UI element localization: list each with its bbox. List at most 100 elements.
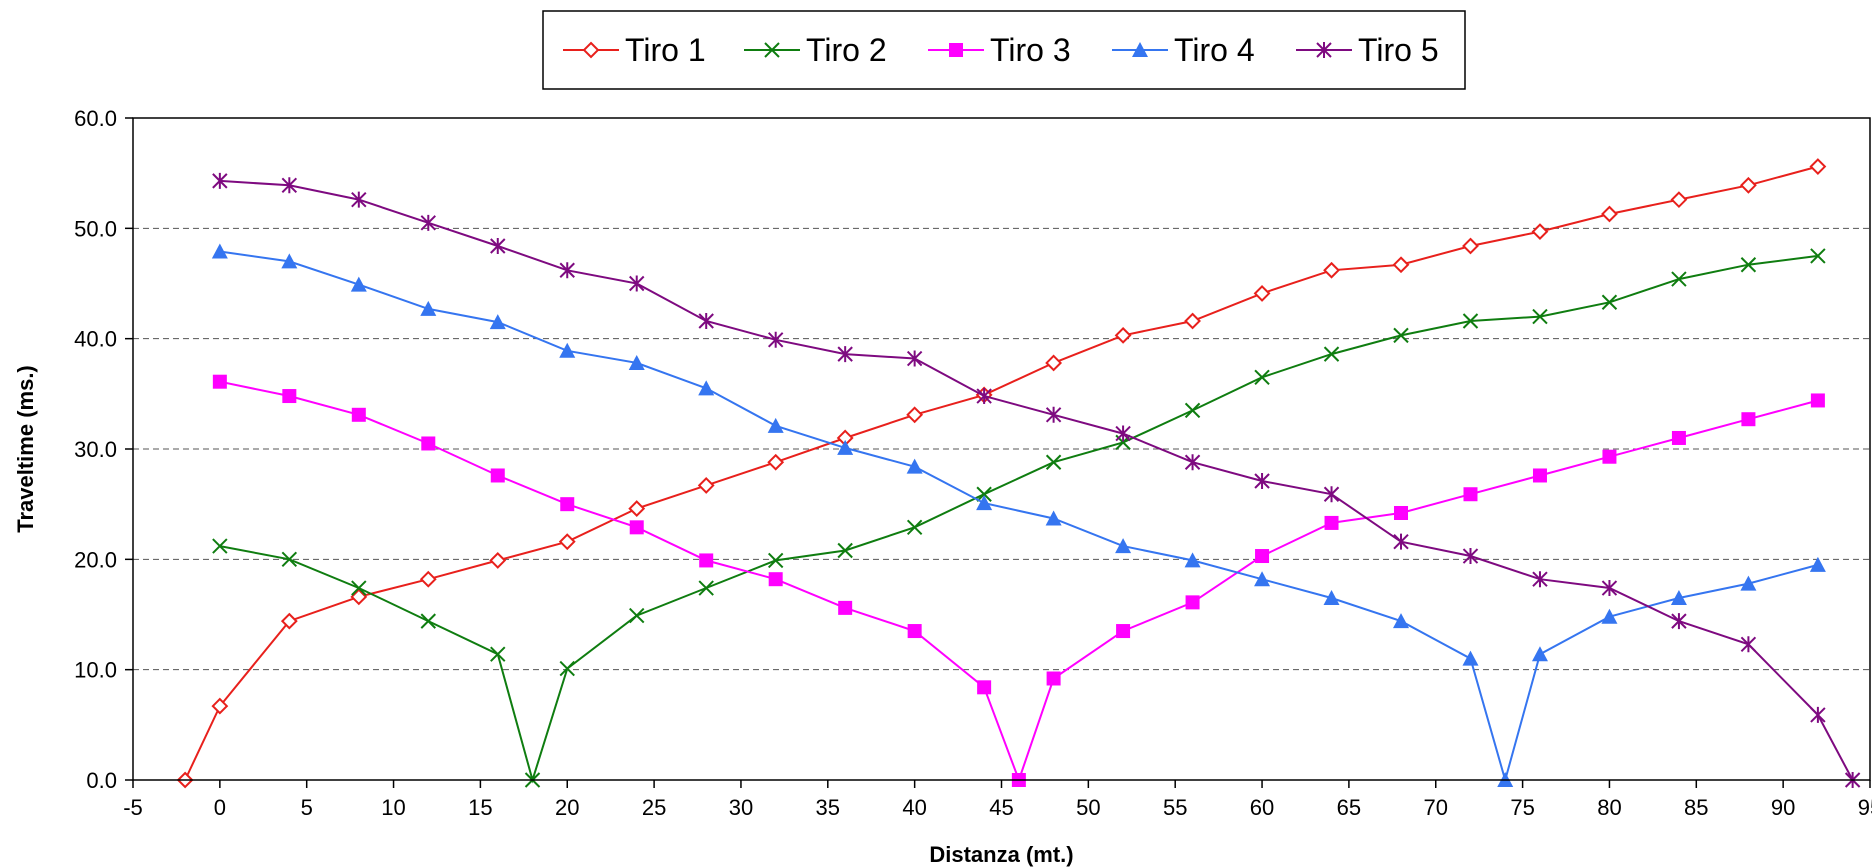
x-tick-label: 45: [989, 795, 1013, 820]
data-point: [490, 646, 506, 662]
data-point: [281, 551, 298, 568]
data-point: [212, 172, 228, 189]
data-point: [1532, 468, 1547, 483]
x-tick-label: 55: [1163, 795, 1187, 820]
data-point: [767, 417, 784, 433]
data-point: [906, 519, 923, 536]
data-point: [1463, 487, 1478, 502]
data-point: [906, 458, 923, 474]
data-point: [837, 439, 854, 455]
data-point: [212, 538, 228, 554]
data-point: [1323, 346, 1340, 362]
legend-label: Tiro 5: [1358, 32, 1439, 68]
data-point: [1324, 515, 1339, 530]
data-point: [1255, 549, 1270, 564]
x-tick-label: 10: [381, 795, 405, 820]
data-point: [212, 374, 227, 389]
data-point: [907, 624, 922, 639]
data-point: [1740, 636, 1757, 653]
data-point: [906, 350, 923, 367]
data-point: [1393, 327, 1409, 344]
legend-item-5: Tiro 5: [1296, 32, 1439, 68]
data-point: [421, 436, 436, 451]
y-tick-label: 0.0: [86, 768, 117, 793]
legend-item-3: Tiro 3: [928, 32, 1071, 68]
data-point: [838, 600, 853, 615]
series-5: [212, 172, 1861, 788]
data-point: [697, 476, 715, 494]
data-point: [1809, 158, 1827, 175]
x-tick-label: 50: [1076, 795, 1100, 820]
axes: 0.0 10.0 20.0 30.0 40.0 50.0 60.0 -5 0 5 10 15 20 25 3…: [74, 106, 1872, 820]
data-point: [420, 613, 436, 629]
data-point: [1184, 402, 1201, 419]
data-point: [1323, 589, 1340, 605]
data-point: [351, 191, 367, 208]
data-point: [420, 214, 436, 231]
data-point: [1323, 261, 1340, 279]
legend-label: Tiro 1: [625, 32, 706, 68]
y-tick-label: 20.0: [74, 547, 117, 572]
data-point: [1116, 624, 1131, 639]
data-point: [767, 331, 784, 348]
x-tick-label: 90: [1771, 795, 1795, 820]
series-line: [219, 179, 1854, 781]
data-point: [629, 275, 645, 292]
data-point: [1740, 575, 1757, 591]
data-point: [559, 262, 575, 279]
data-point: [1601, 294, 1618, 310]
x-tick-label: -5: [123, 795, 143, 820]
series-4: [211, 243, 1826, 787]
data-point: [1184, 552, 1201, 568]
data-point: [629, 520, 644, 535]
data-point: [211, 697, 229, 715]
data-point: [1601, 608, 1618, 624]
data-point: [420, 300, 437, 316]
data-point: [211, 243, 228, 259]
data-point: [837, 542, 853, 559]
data-point: [1809, 556, 1826, 572]
legend-marker: [1132, 42, 1148, 57]
data-point: [1671, 271, 1687, 287]
data-point: [490, 237, 506, 254]
data-point: [1810, 248, 1826, 264]
data-point: [1601, 205, 1618, 223]
data-point: [699, 553, 714, 568]
data-point: [1462, 548, 1479, 565]
data-point: [1254, 571, 1271, 587]
data-point: [906, 406, 924, 424]
x-tick-label: 5: [301, 795, 313, 820]
legend-marker: [764, 42, 780, 58]
data-point: [280, 612, 298, 630]
series-line: [184, 165, 1819, 781]
data-point: [1045, 510, 1062, 526]
data-point: [1810, 706, 1826, 723]
data-point: [560, 497, 575, 512]
data-point: [1740, 257, 1757, 273]
x-tick-label: 80: [1597, 795, 1621, 820]
data-point: [837, 346, 853, 363]
data-point: [350, 588, 368, 606]
data-point: [1462, 237, 1479, 255]
data-point: [1185, 595, 1200, 610]
data-point: [628, 500, 646, 517]
data-point: [351, 407, 366, 422]
series-1: [176, 158, 1827, 789]
data-point: [1254, 369, 1270, 385]
data-point: [1741, 412, 1756, 427]
data-point: [1253, 285, 1271, 302]
x-tick-label: 20: [555, 795, 579, 820]
x-tick-label: 65: [1337, 795, 1361, 820]
series-line: [219, 250, 1819, 784]
data-point: [1394, 505, 1409, 520]
data-point: [419, 570, 437, 588]
x-tick-label: 25: [642, 795, 666, 820]
data-point: [1045, 454, 1062, 470]
data-point: [1739, 176, 1757, 194]
data-point: [698, 380, 715, 396]
legend-item-1: Tiro 1: [563, 32, 706, 68]
data-point: [698, 313, 714, 330]
data-point: [1602, 449, 1617, 464]
legend-label: Tiro 2: [806, 32, 887, 68]
data-point: [767, 552, 784, 569]
